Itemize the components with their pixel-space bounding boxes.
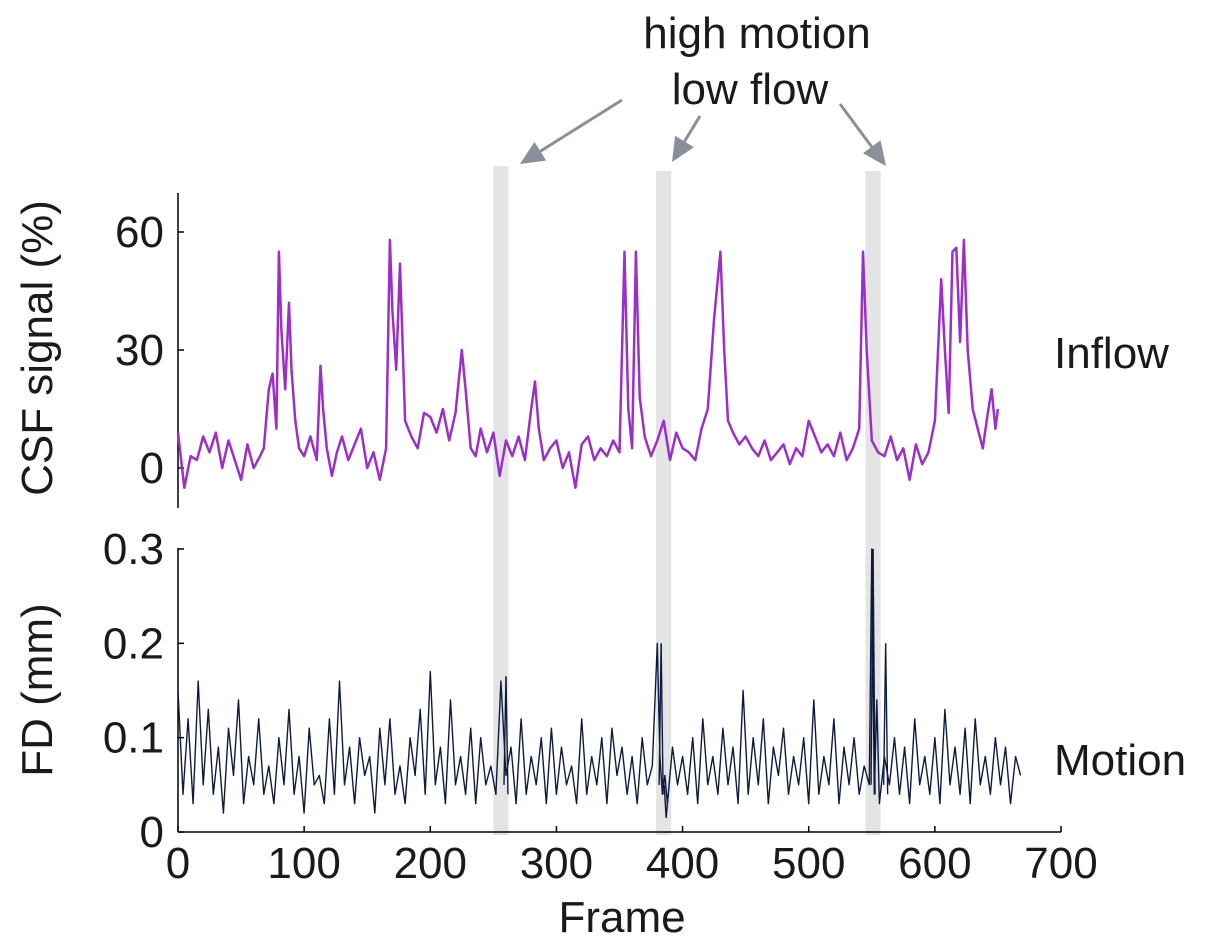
inflow-y-tick-label: 60 bbox=[115, 208, 164, 257]
motion-series-line bbox=[177, 548, 1022, 814]
x-tick-label: 700 bbox=[1024, 839, 1097, 888]
inflow-y-ticks: 0 30 60 bbox=[115, 208, 184, 493]
motion-spike-down bbox=[872, 548, 876, 795]
x-tick-label: 100 bbox=[267, 839, 340, 888]
annotation-arrow-shaft-2 bbox=[683, 115, 702, 143]
x-tick-label: 500 bbox=[772, 839, 845, 888]
motion-spike-up bbox=[663, 784, 667, 818]
motion-side-label: Motion bbox=[1054, 736, 1186, 785]
inflow-y-axis-title: CSF signal (%) bbox=[13, 200, 62, 496]
annotation-arrow-head-1 bbox=[520, 141, 547, 164]
motion-y-tick-label: 0 bbox=[140, 808, 164, 857]
motion-y-tick-label: 0.3 bbox=[103, 525, 164, 574]
inflow-panel: 0 30 60 CSF signal (%) Inflow bbox=[13, 193, 1169, 508]
inflow-y-tick-label: 30 bbox=[115, 326, 164, 375]
motion-y-tick-label: 0.2 bbox=[103, 619, 164, 668]
motion-spike-down bbox=[665, 794, 669, 818]
motion-spike-down bbox=[884, 643, 889, 795]
inflow-series-line bbox=[176, 238, 1000, 489]
motion-spikes bbox=[503, 548, 889, 818]
annotation-arrows bbox=[520, 98, 886, 166]
annotation-arrow-head-3 bbox=[862, 140, 886, 166]
x-tick-label: 0 bbox=[166, 839, 190, 888]
motion-spike-down bbox=[505, 676, 509, 795]
x-tick-label: 300 bbox=[520, 839, 593, 888]
inflow-side-label: Inflow bbox=[1054, 329, 1169, 378]
x-axis-title: Frame bbox=[558, 893, 685, 942]
highlight-bands bbox=[493, 166, 881, 835]
annotation-line-1: high motion bbox=[643, 9, 870, 58]
x-tick-label: 400 bbox=[646, 839, 719, 888]
annotation-arrow-shaft-3 bbox=[838, 103, 873, 148]
annotation-line-2: low flow bbox=[672, 65, 829, 114]
motion-panel: 0 0.1 0.2 0.3 0 100 200 300 400 500 600 700 FD (mm… bbox=[13, 525, 1186, 942]
annotation-arrow-head-2 bbox=[672, 135, 694, 162]
highlight-band-3 bbox=[865, 171, 881, 835]
x-tick-label: 200 bbox=[394, 839, 467, 888]
motion-y-ticks: 0 0.1 0.2 0.3 bbox=[103, 525, 184, 857]
motion-x-ticks: 0 100 200 300 400 500 600 700 bbox=[166, 826, 1098, 888]
motion-spike-down bbox=[660, 643, 664, 795]
annotation-arrow-shaft-1 bbox=[539, 98, 623, 153]
highlight-band-1 bbox=[493, 166, 509, 835]
motion-y-axis-title: FD (mm) bbox=[13, 603, 62, 777]
x-tick-label: 600 bbox=[898, 839, 971, 888]
motion-y-tick-label: 0.1 bbox=[103, 714, 164, 763]
annotation: high motion low flow bbox=[520, 9, 886, 166]
highlight-band-2 bbox=[656, 171, 672, 835]
inflow-y-tick-label: 0 bbox=[140, 444, 164, 493]
